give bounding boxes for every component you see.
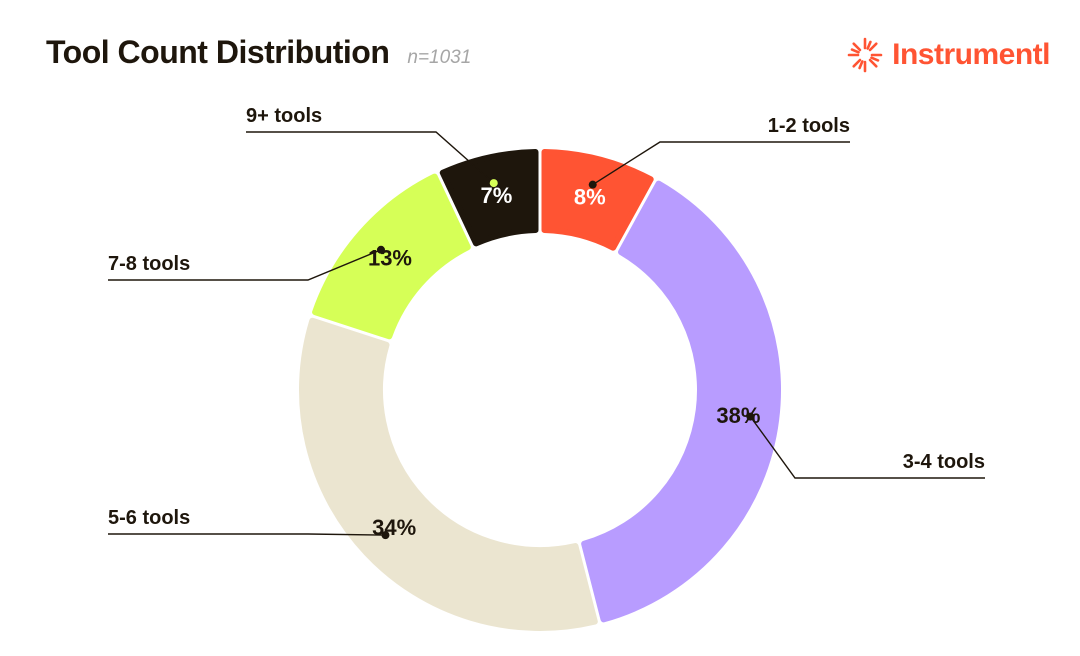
callout-anchor-dot — [381, 531, 390, 540]
callout-anchor-dot — [746, 412, 755, 421]
callout-anchor-dot — [588, 180, 597, 189]
callout-leader-line — [108, 533, 386, 536]
slice-category-label: 1-2 tools — [768, 115, 850, 137]
slice-percent-label: 8% — [574, 184, 606, 209]
callout-leader-line — [108, 249, 382, 281]
slice-category-label: 7-8 tools — [108, 253, 190, 275]
chart-header: Tool Count Distribution n=1031 — [46, 34, 471, 71]
slice-percent-label: 7% — [480, 183, 512, 208]
donut-slice-1-2-tools — [541, 149, 654, 251]
callout-anchor-dot — [376, 245, 385, 254]
slice-percent-label: 13% — [368, 246, 412, 271]
donut-slice-3-4-tools — [581, 180, 781, 623]
callout-leader-line — [592, 141, 850, 186]
slice-percent-label: 34% — [372, 515, 416, 540]
callout-leader-line — [246, 131, 495, 184]
slice-category-label: 5-6 tools — [108, 507, 190, 529]
callout-leader-line — [749, 416, 985, 479]
sunburst-logo-icon — [847, 37, 883, 73]
brand-logo: Instrumentl — [846, 36, 1050, 74]
sample-size: n=1031 — [407, 47, 472, 68]
donut-slice-7-8-tools — [312, 173, 471, 340]
brand-name: Instrumentl — [892, 38, 1050, 71]
slice-category-label: 3-4 tools — [903, 451, 985, 473]
slice-category-label: 9+ tools — [246, 105, 322, 127]
donut-slice-9-tools — [439, 149, 539, 247]
callout-anchor-dot — [489, 179, 498, 188]
donut-slice-5-6-tools — [299, 317, 598, 631]
chart-title: Tool Count Distribution — [46, 34, 390, 70]
